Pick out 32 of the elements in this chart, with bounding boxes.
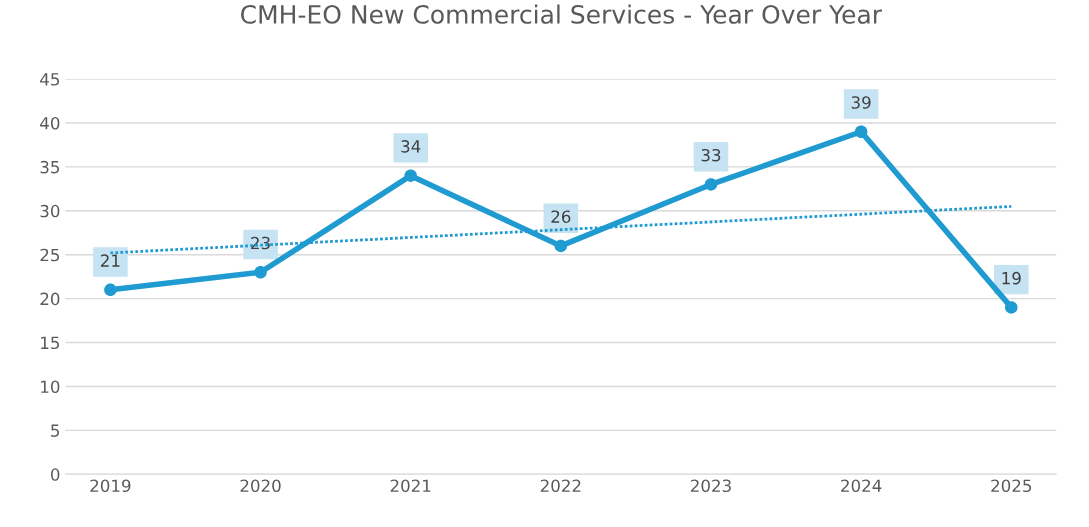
point <box>104 283 117 297</box>
x-tick-label: 2023 <box>691 479 731 493</box>
x-tick-label: 2025 <box>991 479 1032 493</box>
x-tick-label: 2019 <box>90 479 131 493</box>
point <box>554 239 568 253</box>
x-tick-label: 2020 <box>240 479 281 493</box>
y-tick-label: 35 <box>40 160 60 174</box>
y-tick-label: 25 <box>40 248 60 262</box>
point <box>704 178 718 191</box>
data-label: 33 <box>701 148 721 162</box>
data-label: 39 <box>851 96 871 109</box>
y-tick-label: 5 <box>51 424 60 437</box>
data-label: 26 <box>551 210 571 223</box>
point <box>404 169 417 182</box>
y-tick-label: 40 <box>40 116 60 130</box>
data-label: 19 <box>1002 271 1021 285</box>
data-label: 23 <box>251 236 270 250</box>
point <box>1005 301 1018 314</box>
x-tick-label: 2021 <box>390 479 431 493</box>
point <box>254 266 267 279</box>
y-tick-label: 45 <box>40 73 60 86</box>
y-tick-label: 30 <box>40 204 60 218</box>
x-tick-label: 2024 <box>841 479 882 493</box>
chart-title: CMH-EO New Commercial Services - Year Over Year <box>241 4 883 24</box>
y-tick-label: 0 <box>50 468 60 481</box>
y-tick-label: 20 <box>40 292 60 306</box>
data-label: 34 <box>401 140 421 153</box>
data-label: 21 <box>101 254 120 267</box>
y-tick-label: 10 <box>41 380 60 394</box>
x-tick-label: 2022 <box>540 479 581 493</box>
point <box>854 125 868 138</box>
y-tick-label: 15 <box>41 336 60 350</box>
